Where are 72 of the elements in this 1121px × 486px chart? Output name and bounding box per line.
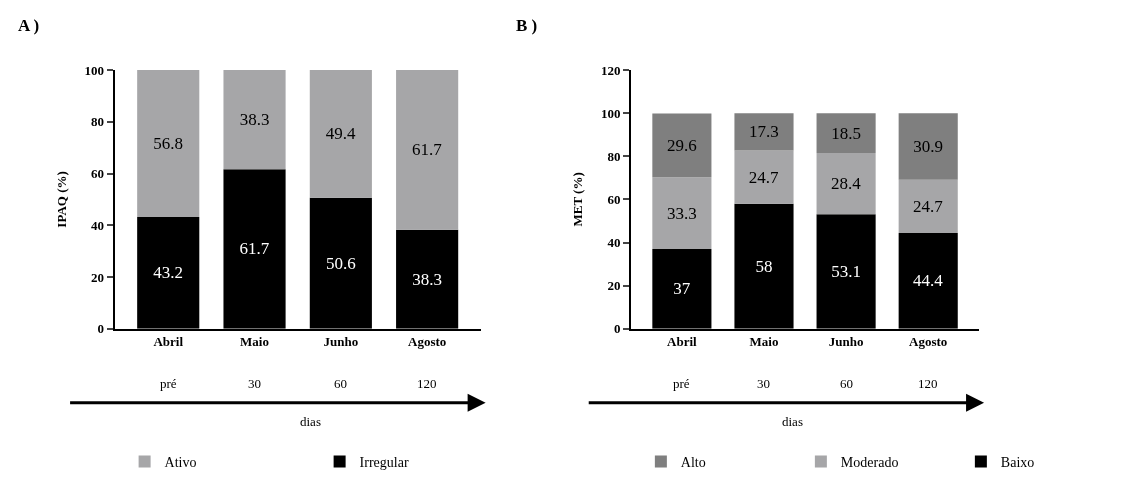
text: dias [782,414,803,429]
y-tick-label: 60 [91,166,105,182]
x-tick-label: Junho [323,334,359,350]
data-label: 38.3 [412,269,443,289]
y-tick-label: 20 [607,278,621,294]
y-axis-title: MET (%) [570,172,586,227]
data-label: 49.4 [325,124,356,144]
data-label: 29.6 [667,135,697,155]
y-tick-label: 60 [607,191,621,207]
text: 120 [417,376,437,391]
y-tick-label: 20 [91,269,105,285]
y-tick-label: 80 [607,148,621,164]
bar [734,113,794,151]
data-label: 33.3 [667,203,697,223]
y-tick-label: 120 [600,62,621,78]
legend-label: Ativo [164,455,197,471]
y-tick-label: 40 [607,235,621,251]
bar [396,70,459,230]
text: dias [300,414,321,429]
bar [137,70,200,217]
bar [652,113,712,178]
x-tick-label: Maio [240,334,269,350]
data-label: 38.3 [239,110,270,130]
x-tick-label: Abril [153,334,184,350]
x-tick-label: Maio [749,334,779,350]
bar [223,70,286,170]
text: pré [673,376,690,391]
legend-label: Moderado [840,455,899,471]
text: pré [160,376,177,391]
legend-label: Baixo [1000,455,1035,471]
data-label: 28.4 [830,174,862,194]
data-label: 43.2 [153,263,184,283]
x-tick-label: Abril [667,334,698,350]
data-label: 17.3 [749,122,779,142]
data-label: 61.7 [412,140,443,160]
data-label: 37 [673,279,691,299]
bar [898,179,958,234]
data-label: 61.7 [239,239,270,259]
y-tick-label: 0 [97,321,105,337]
x-tick-label: Agosto [909,334,948,350]
x-tick-label: Agosto [408,334,447,350]
x-tick-label: Junho [828,334,864,350]
text: 60 [334,376,347,391]
y-axis-title: IPAQ (%) [54,171,70,228]
bar [816,113,876,154]
bar [816,153,876,215]
data-label: 56.8 [153,134,184,154]
text: 120 [918,376,938,391]
y-tick-label: 100 [84,62,105,78]
text: 60 [840,376,853,391]
bar [898,113,958,180]
bar [652,177,712,249]
data-label: 50.6 [325,253,356,273]
data-label: 18.5 [831,123,861,143]
chart-title: A ) [18,16,40,35]
data-label: 58 [755,256,773,276]
y-tick-label: 100 [600,105,621,121]
legend-label: Alto [680,455,706,471]
data-label: 24.7 [913,196,944,216]
y-tick-label: 40 [91,217,105,233]
data-label: 24.7 [748,167,780,187]
chart-title: B ) [516,16,538,35]
data-label: 53.1 [831,261,861,281]
legend-label: Irregular [359,455,409,471]
bar [309,70,372,198]
bar [734,150,794,204]
text: 30 [757,376,770,391]
data-label: 44.4 [913,271,944,291]
text: 30 [248,376,261,391]
y-tick-label: 80 [91,114,105,130]
y-tick-label: 0 [613,321,621,337]
data-label: 30.9 [913,137,944,156]
